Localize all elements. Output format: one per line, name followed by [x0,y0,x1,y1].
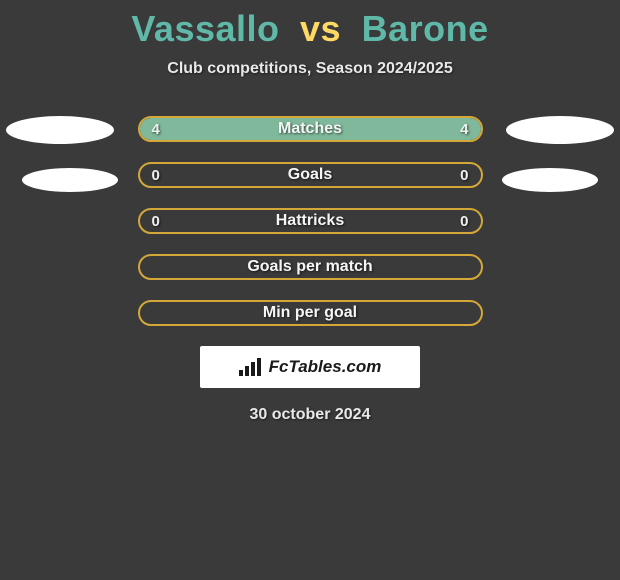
stat-bar-hattricks: 0 Hattricks 0 [138,208,483,234]
avatar-placeholder-left-1 [6,116,114,144]
stat-label: Matches [278,120,342,138]
avatar-placeholder-right-2 [502,168,598,192]
stat-bar-goals-per-match: Goals per match [138,254,483,280]
avatar-placeholder-left-2 [22,168,118,192]
page-title: Vassallo vs Barone [0,0,620,50]
stat-label: Hattricks [276,212,344,230]
stat-label: Min per goal [263,304,357,322]
stat-label: Goals [288,166,332,184]
subtitle: Club competitions, Season 2024/2025 [0,60,620,78]
logo-text: FcTables.com [269,357,382,377]
source-logo: FcTables.com [200,346,420,388]
stat-bar-goals: 0 Goals 0 [138,162,483,188]
player1-name: Vassallo [131,8,279,49]
stat-bar-min-per-goal: Min per goal [138,300,483,326]
player2-name: Barone [362,8,489,49]
stat-label: Goals per match [247,258,372,276]
stat-bars: 4 Matches 4 0 Goals 0 0 Hattricks 0 Goal… [138,116,483,326]
stat-value-left: 4 [152,121,160,138]
vs-text: vs [300,8,341,49]
bars-icon [239,358,263,376]
date: 30 october 2024 [0,406,620,424]
stat-value-right: 0 [460,213,468,230]
stat-value-left: 0 [152,167,160,184]
stat-bar-matches: 4 Matches 4 [138,116,483,142]
comparison-chart: 4 Matches 4 0 Goals 0 0 Hattricks 0 Goal… [0,116,620,424]
stat-value-left: 0 [152,213,160,230]
stat-value-right: 0 [460,167,468,184]
avatar-placeholder-right-1 [506,116,614,144]
stat-value-right: 4 [460,121,468,138]
